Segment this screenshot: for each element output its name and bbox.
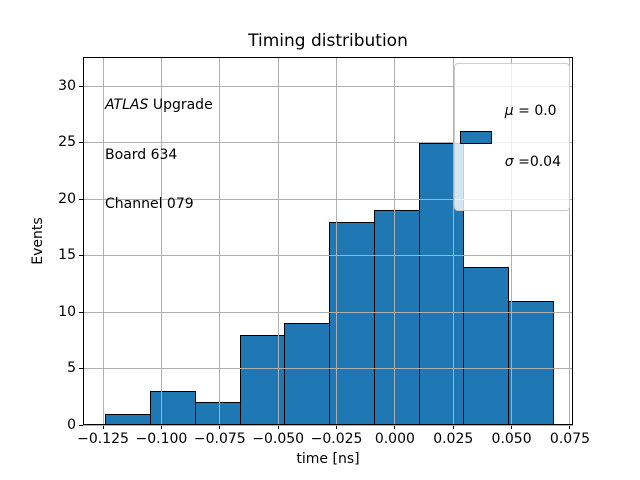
x-tick [336,425,338,429]
y-tick [79,424,83,426]
y-tick-label: 20 [58,190,76,207]
y-tick [79,198,83,200]
y-tick [79,142,83,144]
y-tick-label: 30 [58,77,76,94]
x-gridline [452,57,454,425]
y-tick [79,368,83,369]
histogram-bar [463,266,510,425]
histogram-bar [284,323,331,425]
legend-sigma-symbol: σ [504,154,514,170]
x-gridline [219,57,221,425]
x-tick-label: 0.025 [433,431,474,447]
y-tick-label: 15 [58,247,76,264]
y-gridline [83,142,573,144]
y-tick-label: 25 [58,134,76,151]
y-tick-label: 5 [67,360,76,376]
annotation-experiment-name: ATLAS [105,97,149,113]
histogram-bar [149,391,196,425]
legend-sigma-value: =0.04 [513,154,561,170]
y-tick [79,311,83,313]
legend: μ = 0.0 σ =0.04 [453,63,570,211]
x-tick [569,425,571,429]
y-gridline [83,198,573,200]
legend-mu-value: = 0.0 [513,103,557,119]
x-tick-label: 0.000 [374,431,415,447]
x-tick [511,425,513,429]
x-tick-label: −0.075 [193,431,246,447]
plot-area: ATLAS Upgrade Board 634 Channel 079 μ = … [83,57,573,426]
x-tick [452,425,454,429]
y-tick [79,255,83,257]
histogram-bar [373,210,420,425]
legend-swatch [459,130,492,144]
legend-line-sigma: σ =0.04 [505,154,561,171]
annotation-experiment-suffix: Upgrade [148,97,213,113]
x-gridline [511,57,513,425]
x-tick-label: −0.050 [252,431,305,447]
x-gridline [394,57,396,425]
x-tick [394,425,396,429]
x-tick [277,425,279,429]
x-gridline [336,57,338,425]
legend-labels: μ = 0.0 σ =0.04 [505,69,561,205]
y-gridline [83,424,573,426]
x-tick [219,425,221,429]
x-axis-label: time [ns] [296,451,360,467]
x-tick [160,425,162,429]
x-gridline [277,57,279,425]
annotation-text: ATLAS Upgrade Board 634 Channel 079 [105,64,213,246]
histogram-bar [105,413,151,425]
histogram-bar [508,300,554,425]
legend-mu-symbol: μ [504,103,514,119]
annotation-line-board: Board 634 [105,146,178,163]
x-gridline [102,57,104,425]
y-gridline [83,368,573,369]
legend-line-mu: μ = 0.0 [505,103,561,120]
x-gridline [569,57,571,425]
y-tick-label: 10 [58,303,76,320]
x-tick-label: 0.050 [491,431,532,447]
annotation-line-experiment: ATLAS Upgrade [105,97,213,114]
y-gridline [83,85,573,87]
y-gridline [83,311,573,313]
x-tick [102,425,104,429]
y-tick-label: 0 [67,416,76,433]
y-gridline [83,255,573,257]
histogram-bar [194,402,241,425]
y-tick [79,85,83,87]
x-tick-label: −0.025 [310,431,363,447]
x-gridline [160,57,162,425]
annotation-line-channel: Channel 079 [105,196,194,212]
x-tick-label: −0.125 [77,431,129,447]
x-tick-label: 0.075 [549,431,590,447]
chart-title: Timing distribution [248,31,408,51]
x-tick-label: −0.100 [135,431,188,447]
